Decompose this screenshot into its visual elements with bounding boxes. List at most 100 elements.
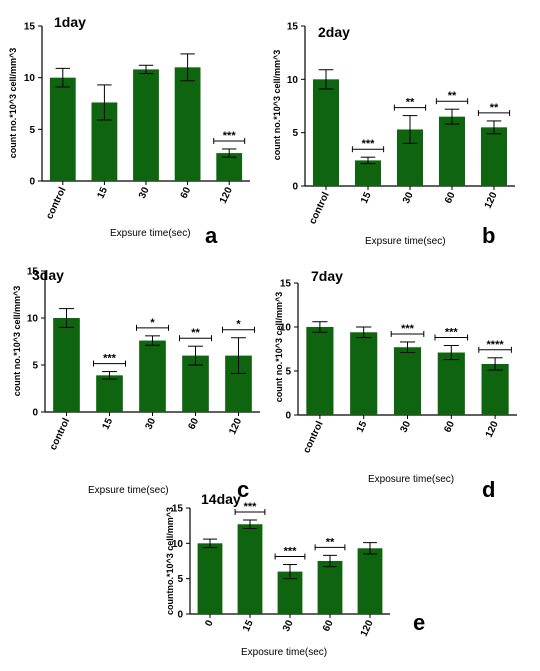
x-tick-label: 30 (399, 419, 414, 434)
bar-0 (197, 543, 223, 614)
bar-15 (350, 332, 378, 415)
x-tick-label: 120 (483, 190, 500, 210)
y-tick-label: 0 (285, 411, 291, 422)
y-tick-label: 15 (24, 22, 36, 33)
chart-panel-b: 2day 0 5 10 15 count no.*10^3 cell/mm^3 contro… (272, 22, 515, 248)
bar-15 (237, 524, 263, 614)
significance-label: * (236, 319, 241, 331)
y-tick-label: 15 (280, 279, 292, 290)
x-tick-label: 120 (359, 618, 376, 638)
significance-label: ** (191, 327, 200, 339)
panel-title: 3day (32, 267, 64, 283)
bar-control (312, 79, 340, 186)
x-tick-label: 30 (281, 618, 296, 633)
x-tick-label: 120 (227, 416, 244, 436)
y-tick-label: 10 (24, 73, 36, 84)
x-tick-label: 120 (218, 185, 235, 205)
bar-15 (354, 160, 382, 186)
significance-label: *** (223, 130, 237, 142)
x-tick-label: 15 (241, 618, 256, 633)
bar-120 (481, 363, 509, 415)
significance-label: *** (244, 501, 258, 513)
significance-label: *** (445, 326, 459, 338)
x-axis-title: Expsure time(sec) (88, 485, 169, 496)
y-tick-label: 5 (29, 125, 35, 136)
y-tick-label: 0 (177, 610, 183, 621)
x-axis-title: Expsure time(sec) (110, 228, 191, 239)
x-tick-label: 30 (137, 185, 152, 200)
y-tick-label: 5 (32, 361, 38, 372)
significance-label: *** (284, 546, 298, 558)
bar-120 (216, 153, 243, 181)
bar-60 (174, 67, 201, 181)
x-axis-title: Exposure time(sec) (368, 474, 454, 485)
significance-label: ** (406, 97, 415, 109)
bar-60 (317, 561, 343, 614)
x-tick-label: 60 (442, 419, 457, 434)
significance-label: *** (401, 323, 415, 335)
x-tick-label: 120 (484, 419, 501, 439)
y-axis-title: countno.*10^3 cell/mm^3 (165, 507, 175, 615)
bar-30 (393, 347, 422, 415)
bar-60 (437, 352, 465, 415)
significance-label: *** (362, 138, 376, 150)
y-tick-label: 0 (32, 408, 38, 419)
bar-control (49, 77, 76, 181)
x-tick-label: 0 (203, 618, 216, 628)
y-tick-label: 10 (287, 75, 299, 86)
panel-letter: c (237, 477, 249, 502)
panel-letter: a (205, 223, 218, 248)
y-axis-title: count no.*10^3 cell/mm^3 (8, 48, 18, 159)
y-tick-label: 5 (177, 574, 183, 585)
x-axis-title: Exposure time(sec) (241, 647, 327, 658)
significance-label: ** (326, 536, 335, 548)
bar-120 (480, 127, 508, 186)
x-tick-label: 60 (443, 190, 458, 205)
y-tick-label: 5 (285, 367, 291, 378)
x-tick-label: 60 (179, 185, 194, 200)
significance-label: ** (448, 90, 457, 102)
x-tick-label: 60 (321, 618, 336, 633)
x-tick-label: 15 (355, 419, 370, 434)
y-tick-label: 0 (292, 182, 298, 193)
bar-60 (438, 116, 466, 186)
significance-label: ** (490, 102, 499, 114)
bar-120 (357, 548, 383, 614)
y-axis-title: count no.*10^3 cell/mm^3 (274, 292, 284, 403)
y-tick-label: 10 (27, 314, 39, 325)
panel-title: 14day (201, 491, 241, 507)
y-tick-label: 15 (172, 504, 184, 515)
y-tick-label: 15 (287, 22, 299, 33)
chart-panel-a: 1day 0 5 10 15 count no.*10^3 cell/mm^3 contro… (8, 14, 250, 248)
x-tick-label: control (48, 416, 72, 452)
panel-letter: e (413, 610, 425, 635)
x-tick-label: 15 (101, 416, 116, 431)
bar-control (53, 318, 80, 412)
bar-30 (133, 69, 159, 181)
panel-title: 1day (54, 14, 86, 30)
significance-label: **** (487, 339, 505, 351)
panel-letter: d (482, 477, 495, 502)
x-tick-label: 30 (401, 190, 416, 205)
x-tick-label: 60 (187, 416, 202, 431)
significance-label: *** (103, 353, 117, 365)
significance-label: * (150, 317, 155, 329)
y-tick-label: 0 (29, 177, 35, 188)
y-tick-label: 15 (27, 267, 39, 278)
bar-30 (139, 340, 166, 412)
y-axis-title: count no.*10^3 cell/mm^3 (12, 286, 22, 397)
chart-panel-d: 7day 0 5 10 15 count no.*10^3 cell/mm^3 contro… (274, 268, 517, 502)
bar-control (306, 327, 334, 415)
x-tick-label: control (301, 419, 325, 455)
x-tick-label: 15 (95, 185, 110, 200)
y-tick-label: 5 (292, 128, 298, 139)
y-tick-label: 10 (172, 539, 184, 550)
panel-title: 7day (311, 268, 343, 284)
y-tick-label: 10 (280, 323, 292, 334)
x-tick-label: 30 (144, 416, 159, 431)
panel-letter: b (482, 223, 495, 248)
x-tick-label: control (307, 190, 331, 226)
panel-title: 2day (318, 24, 350, 40)
